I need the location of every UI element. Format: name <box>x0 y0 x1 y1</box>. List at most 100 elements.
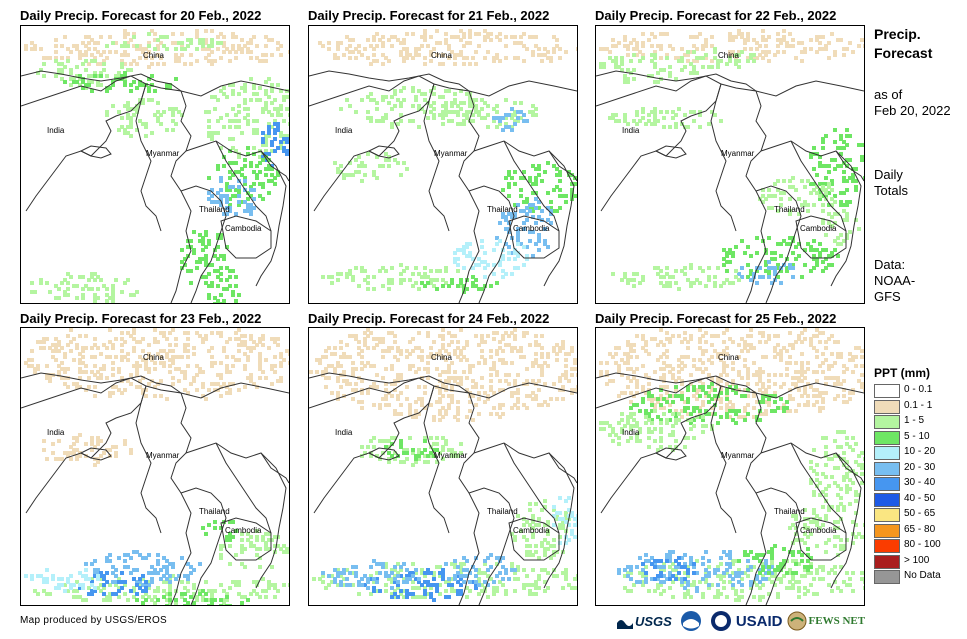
country-border <box>220 215 272 259</box>
legend-swatch <box>874 508 900 522</box>
country-border <box>596 377 722 514</box>
precip-area <box>78 571 148 596</box>
map-panel-22-feb[interactable]: China India Myanmar Thailand Cambodia <box>595 25 865 304</box>
country-border <box>79 447 112 461</box>
country-label-cambodia: Cambodia <box>800 526 837 535</box>
country-label-thailand: Thailand <box>774 507 805 516</box>
country-border <box>755 185 802 303</box>
map-credit: Map produced by USGS/EROS <box>20 615 168 626</box>
legend-label: 1 - 5 <box>904 415 925 426</box>
country-label-thailand: Thailand <box>774 205 805 214</box>
map-panel-24-feb[interactable]: China India Myanmar Thailand Cambodia <box>308 327 578 606</box>
country-border <box>473 140 577 182</box>
country-border <box>433 385 480 605</box>
country-label-india: India <box>335 126 353 135</box>
country-border <box>79 145 112 159</box>
legend-swatch <box>874 461 900 476</box>
country-label-india: India <box>622 126 640 135</box>
precip-area <box>608 107 723 129</box>
legend-label: 50 - 65 <box>904 508 936 519</box>
country-border <box>423 83 450 232</box>
precip-area <box>318 29 577 66</box>
precip-area <box>599 409 714 452</box>
country-label-cambodia: Cambodia <box>513 526 550 535</box>
precip-map-svg: China India Myanmar Thailand Cambodia <box>309 328 577 605</box>
legend-swatch <box>874 477 900 491</box>
country-border <box>790 140 847 232</box>
panel-title-5: Daily Precip. Forecast for 24 Feb., 2022 <box>308 311 550 326</box>
legend-label: No Data <box>904 570 941 581</box>
precip-area <box>261 122 289 168</box>
panel-title-1: Daily Precip. Forecast for 20 Feb., 2022 <box>20 8 262 23</box>
precip-area <box>207 176 256 216</box>
country-border <box>309 75 435 212</box>
precip-area <box>63 71 178 93</box>
usgs-wave-icon <box>617 620 633 629</box>
legend-label: 0.1 - 1 <box>904 399 933 411</box>
map-background <box>21 26 289 303</box>
usaid-seal-icon <box>710 611 731 631</box>
country-border <box>795 215 847 259</box>
precip-map-svg: China India Myanmar Thailand Cambodia <box>21 26 289 303</box>
map-panel-23-feb[interactable]: China India Myanmar Thailand Cambodia <box>20 327 290 606</box>
country-label-india: India <box>47 428 65 437</box>
precip-area <box>453 239 529 279</box>
legend-swatch <box>874 430 900 445</box>
country-border <box>654 145 687 159</box>
country-border <box>760 140 864 182</box>
country-label-china: China <box>143 51 164 60</box>
country-border <box>543 452 575 589</box>
legend-label: 80 - 100 <box>904 539 941 550</box>
country-border <box>790 442 847 534</box>
legend-label: 10 - 20 <box>904 446 936 457</box>
country-label-china: China <box>143 353 164 362</box>
country-border <box>367 447 400 461</box>
precip-area <box>384 439 439 461</box>
country-border <box>21 372 182 394</box>
legend-label: 5 - 10 <box>904 430 930 442</box>
sidebar-title-line2: Forecast <box>874 45 933 61</box>
country-border <box>215 442 272 534</box>
asof-line1: as of <box>874 87 903 102</box>
legend-label: 30 - 40 <box>904 477 936 488</box>
country-border <box>755 80 864 97</box>
precip-map-svg: China India Myanmar Thailand Cambodia <box>596 328 864 605</box>
country-label-myanmar: Myanmar <box>721 451 755 460</box>
panel-title-6: Daily Precip. Forecast for 25 Feb., 2022 <box>595 311 837 326</box>
data-line2: NOAA- <box>874 273 916 288</box>
map-background <box>21 328 289 605</box>
country-border <box>21 377 147 514</box>
country-border <box>596 70 757 92</box>
legend-label: 20 - 30 <box>904 461 936 473</box>
country-border <box>543 150 575 287</box>
country-border <box>309 372 470 394</box>
precip-area <box>599 328 864 419</box>
map-panel-25-feb[interactable]: China India Myanmar Thailand Cambodia <box>595 327 865 606</box>
country-border <box>468 382 577 399</box>
country-border <box>180 382 289 399</box>
country-border <box>433 83 480 303</box>
precip-area <box>599 53 699 84</box>
map-panel-20-feb[interactable]: China India Myanmar Thailand Cambodia <box>20 25 290 304</box>
precip-area <box>321 559 421 590</box>
legend-swatch <box>874 399 900 414</box>
legend-label: 65 - 80 <box>904 523 936 535</box>
legend-swatch <box>874 570 900 584</box>
country-border <box>755 487 802 605</box>
map-panel-21-feb[interactable]: China India Myanmar Thailand Cambodia <box>308 25 578 304</box>
country-border <box>508 215 560 259</box>
country-border <box>255 150 287 287</box>
country-label-thailand: Thailand <box>199 205 230 214</box>
country-border <box>503 140 560 232</box>
precip-area <box>821 209 861 246</box>
legend-swatch <box>874 415 900 429</box>
precip-area <box>24 29 289 69</box>
country-border <box>795 517 847 561</box>
country-label-myanmar: Myanmar <box>434 149 468 158</box>
daily-line1: Daily <box>874 167 903 182</box>
precip-area <box>510 499 571 560</box>
precip-area <box>641 556 696 581</box>
fewsnet-globe-icon <box>787 611 807 631</box>
country-border <box>468 80 577 97</box>
country-border <box>720 385 767 605</box>
